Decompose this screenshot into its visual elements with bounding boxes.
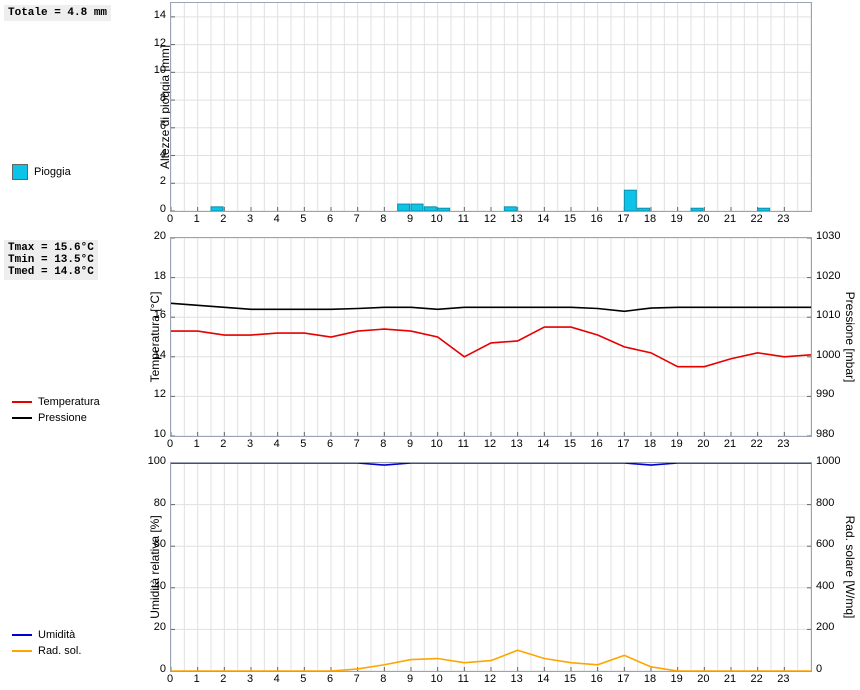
temp-ylabel: Temperatura [°C] (148, 237, 162, 437)
legend-umidit-: Umidità (12, 629, 75, 641)
legend-rain-label: Pioggia (34, 166, 71, 178)
hum-chart (170, 462, 812, 672)
temp-chart (170, 237, 812, 437)
legend-rad-sol-: Rad. sol. (12, 645, 81, 657)
legend-temperatura: Temperatura (12, 396, 100, 408)
temp-info: Tmax = 15.6°C Tmin = 13.5°C Tmed = 14.8°… (4, 240, 98, 280)
legend-rain: Pioggia (12, 164, 71, 180)
rain-total-info: Totale = 4.8 mm (4, 5, 111, 21)
legend-pressione: Pressione (12, 412, 87, 424)
legend-rain-swatch (12, 164, 28, 180)
rain-chart (170, 2, 812, 212)
temp-ylabel-right: Pressione [mbar] (843, 237, 857, 437)
